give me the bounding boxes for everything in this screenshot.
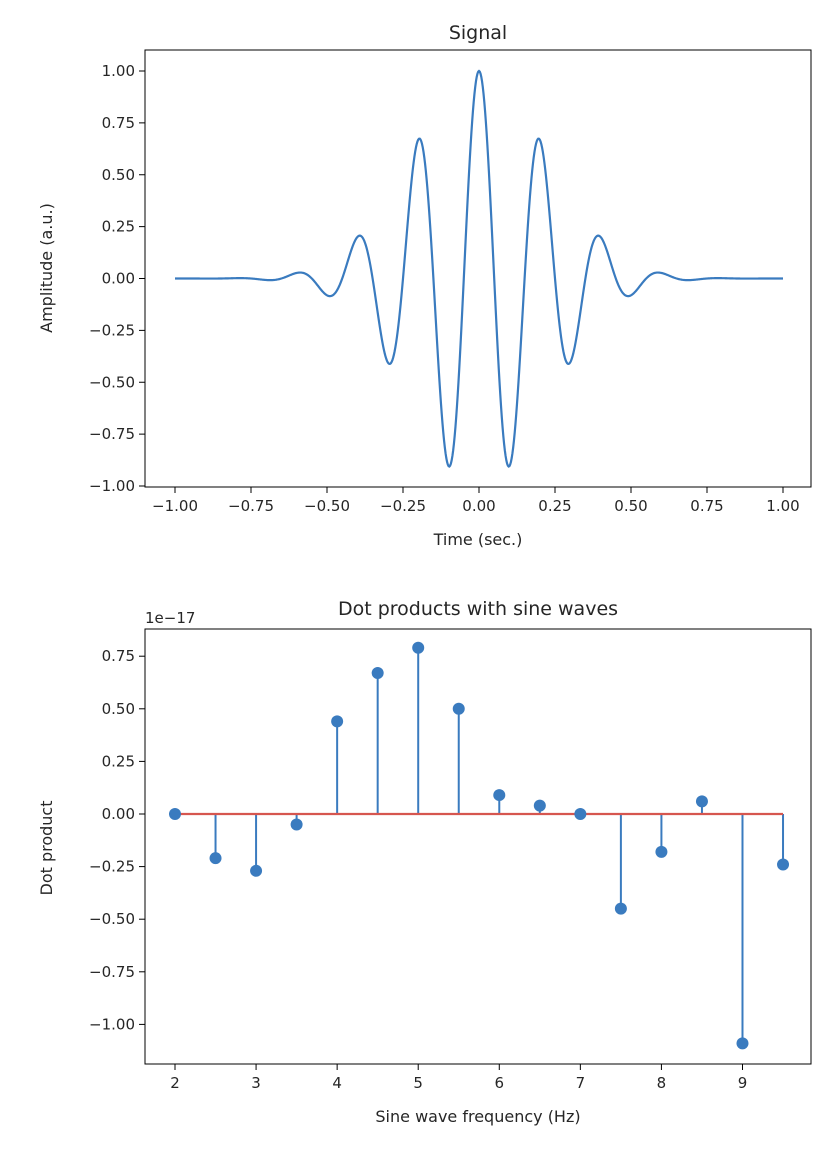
signal-y-tick-label: 0.75 — [102, 114, 135, 132]
stem-marker — [169, 808, 181, 820]
signal-y-axis-label: Amplitude (a.u.) — [37, 203, 56, 333]
dot-product-y-tick-label: −0.75 — [89, 963, 135, 981]
signal-x-axis-label: Time (sec.) — [433, 530, 523, 549]
y-offset-text: 1e−17 — [145, 609, 195, 627]
signal-chart: Signal −1.00 −0.75 −0.50 −0.25 0.00 0.25 0.50 0… — [37, 22, 812, 549]
stem-marker — [250, 864, 263, 877]
signal-y-tick-label: 1.00 — [102, 62, 135, 80]
dot-product-y-tick-label: 0.50 — [102, 700, 135, 718]
stem-marker — [655, 845, 668, 858]
signal-axes-frame — [144, 49, 812, 488]
dot-product-x-tick-label: 9 — [738, 1074, 748, 1092]
signal-line — [175, 69, 783, 468]
signal-y-tick-label: 0.00 — [102, 270, 135, 288]
signal-x-tick-label: 0.25 — [538, 497, 571, 515]
dot-product-x-tick-label: 6 — [495, 1074, 505, 1092]
dot-product-y-tick-label: 0.25 — [102, 752, 135, 770]
dot-product-y-tick-label: −0.50 — [89, 910, 135, 928]
signal-x-tick-label: −0.50 — [304, 497, 350, 515]
dot-product-x-axis-label: Sine wave frequency (Hz) — [375, 1107, 580, 1126]
dot-product-x-tick-label: 3 — [251, 1074, 261, 1092]
dot-product-axes-frame — [144, 628, 812, 1065]
signal-y-ticks: −1.00 −0.75 −0.50 −0.25 0.00 0.25 0.50 0.75 1.00 — [89, 62, 145, 495]
signal-x-tick-label: −0.75 — [228, 497, 274, 515]
signal-y-tick-label: −0.25 — [89, 321, 135, 339]
signal-chart-title: Signal — [449, 22, 507, 44]
stem-marker — [412, 641, 425, 654]
stem-marker — [777, 858, 790, 871]
dot-product-x-tick-label: 4 — [332, 1074, 342, 1092]
signal-y-tick-label: −0.75 — [89, 425, 135, 443]
signal-y-tick-label: −0.50 — [89, 373, 135, 391]
dot-product-y-tick-label: −0.25 — [89, 858, 135, 876]
dot-product-chart: Dot products with sine waves 1e−17 2 3 4 5 6… — [37, 598, 812, 1126]
signal-x-tick-label: 1.00 — [766, 497, 799, 515]
signal-x-ticks: −1.00 −0.75 −0.50 −0.25 0.00 0.25 0.50 0.75 1.00 — [152, 487, 800, 515]
stem-marker — [331, 715, 344, 728]
dot-product-x-tick-label: 8 — [657, 1074, 667, 1092]
dot-product-x-tick-label: 7 — [576, 1074, 586, 1092]
dot-product-y-axis-label: Dot product — [37, 800, 56, 895]
dot-product-y-tick-label: 0.75 — [102, 647, 135, 665]
signal-y-tick-label: −1.00 — [89, 477, 135, 495]
dot-product-y-ticks: −1.00 −0.75 −0.50 −0.25 0.00 0.25 0.50 0.75 — [89, 647, 145, 1033]
signal-x-tick-label: 0.00 — [462, 497, 495, 515]
stem-marker — [736, 1037, 749, 1050]
dot-product-chart-title: Dot products with sine waves — [338, 598, 618, 620]
stem-marker — [290, 818, 303, 831]
signal-x-tick-label: 0.50 — [614, 497, 647, 515]
signal-y-tick-label: 0.50 — [102, 166, 135, 184]
signal-x-tick-label: −1.00 — [152, 497, 198, 515]
dot-product-x-tick-label: 5 — [413, 1074, 423, 1092]
stem-marker — [209, 852, 222, 865]
stem-marker — [493, 789, 506, 802]
stem-marker — [574, 808, 587, 820]
dot-product-y-tick-label: 0.00 — [102, 805, 135, 823]
signal-x-tick-label: −0.25 — [380, 497, 426, 515]
stem-marker — [533, 799, 546, 812]
dot-product-y-tick-label: −1.00 — [89, 1015, 135, 1033]
stem-marker — [695, 795, 708, 808]
dot-product-x-tick-label: 2 — [170, 1074, 180, 1092]
stem-marker — [614, 902, 627, 915]
signal-y-tick-label: 0.25 — [102, 218, 135, 236]
signal-x-tick-label: 0.75 — [690, 497, 723, 515]
stem-marker — [452, 702, 465, 715]
stem-marker — [371, 667, 384, 680]
dot-product-x-ticks: 2 3 4 5 6 7 8 9 — [170, 1064, 747, 1092]
